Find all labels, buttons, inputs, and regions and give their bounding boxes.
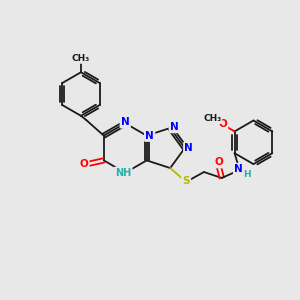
Text: N: N (145, 130, 154, 141)
Text: O: O (214, 157, 223, 167)
Text: N: N (170, 122, 178, 132)
Text: O: O (218, 119, 227, 130)
Text: CH₃: CH₃ (203, 114, 221, 123)
Text: S: S (182, 176, 190, 186)
Text: O: O (80, 159, 88, 170)
Text: N: N (184, 143, 193, 153)
Text: CH₃: CH₃ (72, 54, 90, 63)
Text: NH: NH (115, 168, 131, 178)
Text: N: N (121, 117, 130, 127)
Text: N: N (234, 164, 243, 174)
Text: H: H (243, 169, 250, 178)
